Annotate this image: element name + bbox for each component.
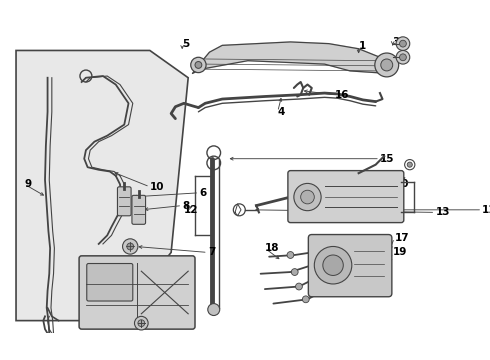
Text: 17: 17 <box>394 233 409 243</box>
Circle shape <box>287 252 294 258</box>
Text: 11: 11 <box>482 205 490 215</box>
Polygon shape <box>193 42 392 73</box>
Circle shape <box>138 320 145 327</box>
Circle shape <box>295 283 302 290</box>
Text: 5: 5 <box>182 39 190 49</box>
Text: 1: 1 <box>359 41 366 51</box>
FancyBboxPatch shape <box>308 235 392 297</box>
Circle shape <box>399 54 406 61</box>
Text: 7: 7 <box>208 247 215 257</box>
Text: 3: 3 <box>392 37 400 47</box>
Text: 19: 19 <box>392 247 407 257</box>
Circle shape <box>294 183 321 211</box>
Circle shape <box>291 269 298 275</box>
FancyBboxPatch shape <box>87 264 133 301</box>
Text: 18: 18 <box>265 243 279 253</box>
Text: 9: 9 <box>24 179 32 189</box>
Circle shape <box>396 37 410 50</box>
Text: 16: 16 <box>335 90 349 100</box>
Text: 12: 12 <box>184 205 198 215</box>
Text: 4: 4 <box>278 107 285 117</box>
Circle shape <box>127 243 134 250</box>
FancyBboxPatch shape <box>79 256 195 329</box>
FancyBboxPatch shape <box>132 195 146 224</box>
Text: 8: 8 <box>182 201 190 211</box>
Circle shape <box>208 303 220 315</box>
FancyBboxPatch shape <box>288 171 404 222</box>
Text: 14: 14 <box>164 318 179 328</box>
Text: 6: 6 <box>199 188 206 198</box>
Circle shape <box>407 162 412 167</box>
Circle shape <box>134 316 148 330</box>
Circle shape <box>399 40 406 47</box>
Text: 10: 10 <box>150 182 164 192</box>
Circle shape <box>191 57 206 73</box>
Circle shape <box>375 53 399 77</box>
Circle shape <box>122 239 138 254</box>
Circle shape <box>301 190 314 204</box>
Circle shape <box>381 59 392 71</box>
Circle shape <box>396 50 410 64</box>
Circle shape <box>323 255 343 275</box>
Circle shape <box>314 247 352 284</box>
Text: 15: 15 <box>380 154 394 164</box>
FancyBboxPatch shape <box>118 187 131 216</box>
Text: 2: 2 <box>391 57 398 67</box>
Circle shape <box>302 296 309 303</box>
Polygon shape <box>16 50 188 321</box>
Text: 13: 13 <box>435 207 450 217</box>
Circle shape <box>195 62 202 68</box>
Text: 20: 20 <box>394 179 409 189</box>
